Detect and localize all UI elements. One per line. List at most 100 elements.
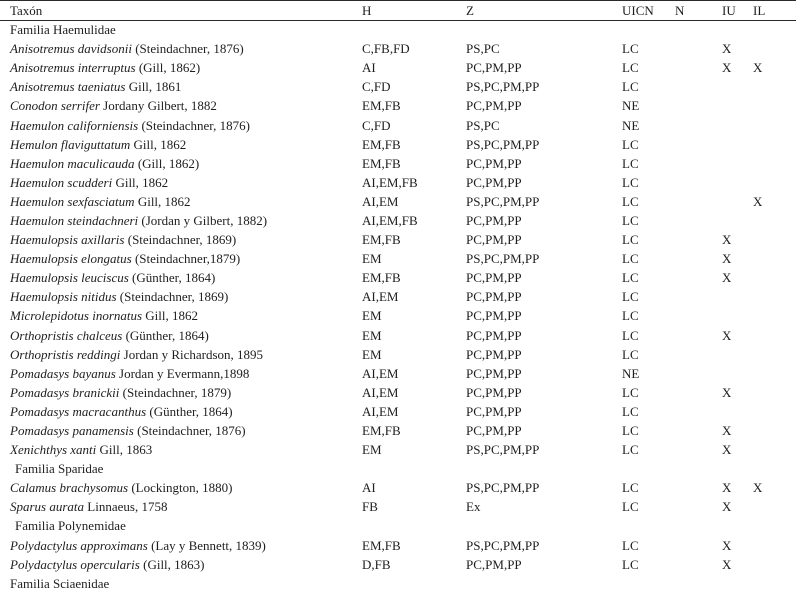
zone-cell: PC,PM,PP xyxy=(466,232,522,248)
species-author: (Lay y Bennett, 1839) xyxy=(147,537,266,553)
il-cell xyxy=(753,173,796,192)
uicn-cell: LC xyxy=(622,480,639,496)
taxon-cell: Pomadasys panamensis (Steindachner, 1876… xyxy=(0,421,362,440)
species-author: Gill, 1862 xyxy=(112,174,169,190)
species-author: (Gill, 1862) xyxy=(135,60,201,76)
zone-cell xyxy=(466,21,622,40)
il-cell xyxy=(753,40,796,59)
species-author: (Jordan y Gilbert, 1882) xyxy=(138,212,268,228)
il-cell xyxy=(753,421,796,440)
species-name: Hemulon flaviguttatum xyxy=(10,136,131,152)
iu-cell: X xyxy=(722,384,732,400)
uicn-cell: LC xyxy=(622,79,639,95)
habitat-cell xyxy=(362,574,466,593)
species-name: Anisotremus interruptus xyxy=(10,60,136,76)
header-row: Taxón H Z UICN N IU IL xyxy=(0,0,796,21)
species-row: Anisotremus taeniatus Gill, 1861 C,FD PS,P… xyxy=(0,78,796,97)
uicn-cell: NE xyxy=(622,365,640,381)
uicn-cell: LC xyxy=(622,232,639,248)
n-cell xyxy=(675,59,722,78)
species-author: (Steindachner, 1869) xyxy=(124,232,237,248)
zone-cell xyxy=(466,460,622,479)
iu-cell: X xyxy=(722,251,732,267)
il-cell xyxy=(753,307,796,326)
zone-cell: PS,PC,PM,PP xyxy=(466,537,540,553)
uicn-cell: LC xyxy=(622,403,639,419)
taxon-cell: Familia Haemulidae xyxy=(0,21,362,40)
il-cell: X xyxy=(753,480,763,496)
species-name: Calamus brachysomus xyxy=(10,480,129,496)
species-author: (Steindachner, 1876) xyxy=(133,423,246,439)
column-header-taxon: Taxón xyxy=(0,0,362,21)
n-cell xyxy=(675,250,722,269)
zone-cell: PC,PM,PP xyxy=(466,155,522,171)
species-name: Microlepidotus inornatus xyxy=(10,308,143,324)
habitat-cell: EM xyxy=(362,346,382,362)
iu-cell xyxy=(722,78,753,97)
habitat-cell: FB xyxy=(362,499,378,515)
il-cell xyxy=(753,555,796,574)
iu-cell: X xyxy=(722,537,732,553)
species-row: Haemulon scudderi Gill, 1862 AI,EM,FB PC,P… xyxy=(0,173,796,192)
species-row: Microlepidotus inornatus Gill, 1862 EM PC,… xyxy=(0,307,796,326)
species-name: Haemulopsis nitidus xyxy=(10,289,117,305)
zone-cell: PC,PM,PP xyxy=(466,556,522,572)
il-cell: X xyxy=(753,193,763,209)
species-row: Haemulon maculicauda (Gill, 1862) EM,FB PC… xyxy=(0,154,796,173)
n-cell xyxy=(675,402,722,421)
uicn-cell: LC xyxy=(622,327,639,343)
species-author: (Gill, 1862) xyxy=(134,155,200,171)
il-cell xyxy=(753,498,796,517)
uicn-cell: LC xyxy=(622,193,639,209)
species-row: Haemulopsis leuciscus (Günther, 1864) EM,… xyxy=(0,269,796,288)
zone-cell: PC,PM,PP xyxy=(466,174,522,190)
uicn-cell: LC xyxy=(622,155,639,171)
species-name: Conodon serrifer xyxy=(10,98,100,114)
column-header-n: N xyxy=(675,0,722,21)
iu-cell xyxy=(722,574,753,593)
taxon-cell: Familia Polynemidae xyxy=(0,517,362,536)
iu-cell: X xyxy=(722,442,732,458)
table-body: Familia Haemulidae Anisotremus davidsonii… xyxy=(0,21,796,593)
zone-cell: PS,PC,PM,PP xyxy=(466,442,540,458)
habitat-cell: AI,EM xyxy=(362,384,399,400)
uicn-cell: LC xyxy=(622,499,639,515)
taxon-cell: Haemulopsis axillaris (Steindachner, 186… xyxy=(0,231,362,250)
taxon-cell: Haemulopsis nitidus (Steindachner, 1869) xyxy=(0,288,362,307)
habitat-cell: AI,EM,FB xyxy=(362,174,418,190)
il-cell: X xyxy=(753,60,763,76)
species-author: (Steindachner, 1876) xyxy=(131,41,244,57)
species-name: Haemulon californiensis xyxy=(10,117,139,133)
habitat-cell: EM xyxy=(362,251,382,267)
species-name: Xenichthys xanti xyxy=(10,442,97,458)
species-author: (Günther, 1864) xyxy=(122,327,209,343)
n-cell xyxy=(675,441,722,460)
habitat-cell: C,FD xyxy=(362,79,391,95)
n-cell xyxy=(675,345,722,364)
habitat-cell: AI xyxy=(362,480,376,496)
iu-cell xyxy=(722,402,753,421)
taxon-cell: Anisotremus interruptus (Gill, 1862) xyxy=(0,59,362,78)
species-row: Haemulon sexfasciatum Gill, 1862 AI,EM PS,… xyxy=(0,192,796,211)
il-cell xyxy=(753,574,796,593)
family-row: Familia Sciaenidae xyxy=(0,574,796,593)
column-header-il: IL xyxy=(753,0,796,21)
iu-cell xyxy=(722,307,753,326)
habitat-cell: C,FD xyxy=(362,117,391,133)
iu-cell xyxy=(722,97,753,116)
n-cell xyxy=(675,383,722,402)
zone-cell xyxy=(466,574,622,593)
species-name: Haemulon sexfasciatum xyxy=(10,193,135,209)
habitat-cell: EM xyxy=(362,442,382,458)
n-cell xyxy=(675,211,722,230)
species-name: Haemulopsis leuciscus xyxy=(10,270,129,286)
n-cell xyxy=(675,40,722,59)
species-author: Gill, 1863 xyxy=(96,442,153,458)
habitat-cell: EM,FB xyxy=(362,98,401,114)
species-name: Pomadasys macracanthus xyxy=(10,403,147,419)
column-header-z: Z xyxy=(466,0,622,21)
iu-cell xyxy=(722,154,753,173)
taxon-cell: Haemulon steindachneri (Jordan y Gilbert… xyxy=(0,211,362,230)
il-cell xyxy=(753,116,796,135)
taxon-cell: Pomadasys branickii (Steindachner, 1879) xyxy=(0,383,362,402)
